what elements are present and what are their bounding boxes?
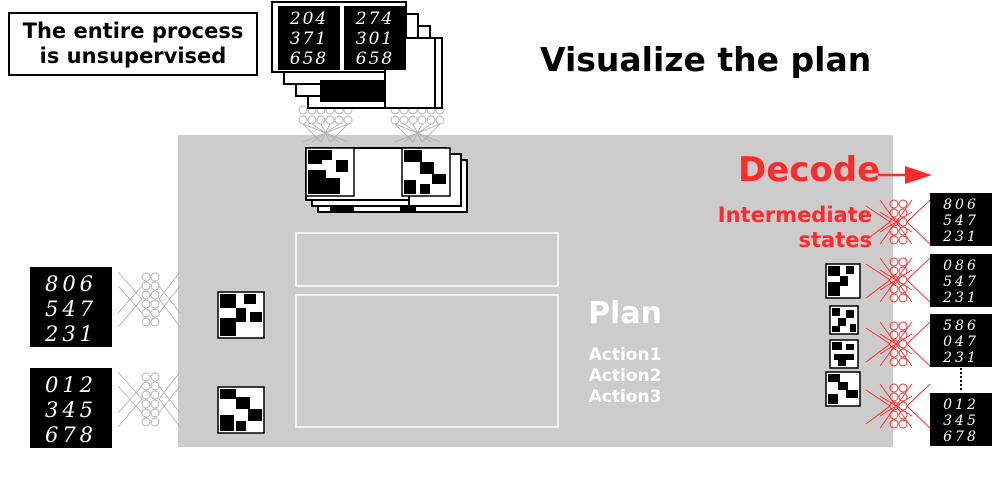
panel-left-initial-row-2: 547 xyxy=(45,297,97,321)
callout-line-2: is unsupervised xyxy=(39,44,227,68)
latent-image-step-1 xyxy=(825,263,861,299)
panel-right-1-row-2: 547 xyxy=(943,213,979,229)
decode-label: Decode xyxy=(738,150,881,190)
panel-right-2-row-1: 086 xyxy=(943,258,979,274)
unsupervised-callout: The entire process is unsupervised xyxy=(8,12,258,76)
panel-right-2-row-3: 231 xyxy=(942,290,979,306)
panel-top-right-row-1: 274 xyxy=(355,9,394,29)
panel-right-1: 806 547 231 xyxy=(930,193,992,246)
page-title: Visualize the plan xyxy=(540,40,872,79)
panel-right-3-row-1: 586 xyxy=(943,318,979,334)
panel-right-3: 586 047 231 xyxy=(930,314,992,367)
panel-top-left: 204 371 658 xyxy=(278,6,340,70)
panel-top-left-row-2: 371 xyxy=(290,29,328,49)
decode-arrow xyxy=(878,166,932,184)
action-1-label: Action1 xyxy=(588,345,662,365)
panel-right-2-row-2: 547 xyxy=(943,274,979,290)
intermediate-states-label: Intermediate states xyxy=(718,203,872,253)
panel-top-right-row-2: 301 xyxy=(356,29,394,49)
latent-image-step-4 xyxy=(825,371,861,407)
latent-image-top-goal xyxy=(401,147,451,197)
panel-top-left-row-3: 658 xyxy=(290,49,328,69)
plan-label: Plan xyxy=(588,296,662,331)
panel-right-1-row-1: 806 xyxy=(943,197,979,213)
intermediate-line-2: states xyxy=(798,228,873,252)
panel-right-2: 086 547 231 xyxy=(930,254,992,307)
panel-left-goal-row-2: 345 xyxy=(45,398,97,422)
panel-top-left-row-1: 204 xyxy=(289,9,328,29)
panel-right-4-row-1: 012 xyxy=(943,397,979,413)
callout-line-1: The entire process xyxy=(22,19,244,43)
intermediate-line-1: Intermediate xyxy=(717,203,872,227)
action-3-label: Action3 xyxy=(588,387,662,407)
panel-right-4-row-2: 345 xyxy=(943,413,979,429)
panel-top-right: 274 301 658 xyxy=(344,6,406,70)
panel-right-4: 012 345 678 xyxy=(930,393,992,446)
panel-top-right-row-3: 658 xyxy=(356,49,394,69)
action-2-label: Action2 xyxy=(588,366,662,386)
panel-left-goal: 012 345 678 xyxy=(30,368,112,448)
panel-right-3-row-3: 231 xyxy=(942,350,979,366)
latent-image-step-2 xyxy=(829,305,859,335)
panel-left-initial: 806 547 231 xyxy=(30,267,112,347)
latent-image-goal xyxy=(217,386,265,434)
encoder-network-left-initial xyxy=(117,271,181,328)
panel-right-4-row-3: 678 xyxy=(943,429,979,445)
latent-space-area xyxy=(178,135,893,447)
plan-box-lower xyxy=(295,294,559,428)
panel-left-initial-row-3: 231 xyxy=(44,322,97,346)
encoder-network-left-goal xyxy=(117,371,181,428)
panel-right-1-row-3: 231 xyxy=(942,229,979,245)
latent-image-step-3 xyxy=(829,339,859,369)
panel-left-goal-row-1: 012 xyxy=(45,373,97,397)
panel-left-goal-row-3: 678 xyxy=(45,423,97,447)
panel-left-initial-row-1: 806 xyxy=(45,272,97,296)
panel-right-3-row-2: 047 xyxy=(943,334,979,350)
latent-image-initial xyxy=(217,291,265,339)
plan-box-upper xyxy=(295,232,559,287)
latent-image-top-initial xyxy=(305,147,355,197)
